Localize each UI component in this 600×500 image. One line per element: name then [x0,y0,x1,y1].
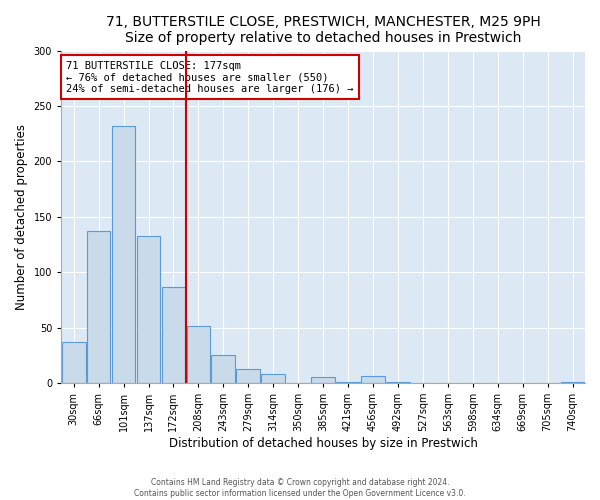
Bar [336,382,360,383]
Y-axis label: Number of detached properties: Number of detached properties [15,124,28,310]
Bar [262,374,285,383]
Bar [112,126,136,383]
Bar [236,368,260,383]
Bar [161,286,185,383]
Bar [62,342,86,383]
Bar [137,236,160,383]
Bar [361,376,385,383]
X-axis label: Distribution of detached houses by size in Prestwich: Distribution of detached houses by size … [169,437,478,450]
Bar [311,378,335,383]
Bar [87,231,110,383]
Text: 71 BUTTERSTILE CLOSE: 177sqm
← 76% of detached houses are smaller (550)
24% of s: 71 BUTTERSTILE CLOSE: 177sqm ← 76% of de… [67,60,354,94]
Bar [211,355,235,383]
Bar [187,326,210,383]
Title: 71, BUTTERSTILE CLOSE, PRESTWICH, MANCHESTER, M25 9PH
Size of property relative : 71, BUTTERSTILE CLOSE, PRESTWICH, MANCHE… [106,15,541,45]
Bar [386,382,410,383]
Text: Contains HM Land Registry data © Crown copyright and database right 2024.
Contai: Contains HM Land Registry data © Crown c… [134,478,466,498]
Bar [560,382,584,383]
